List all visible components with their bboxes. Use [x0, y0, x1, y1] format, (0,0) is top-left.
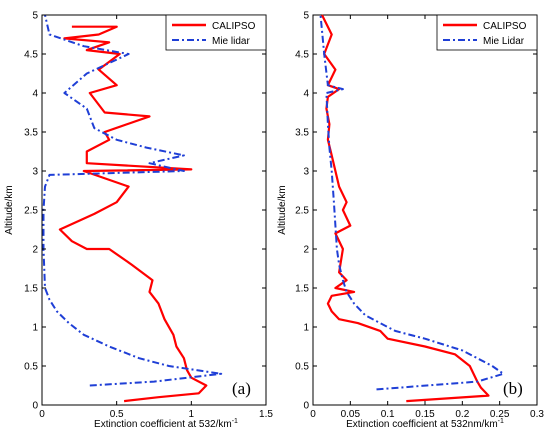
x-tick-label: 0.5	[110, 409, 124, 420]
series-line-mie-lidar	[42, 14, 223, 387]
y-tick-label: 3	[32, 167, 38, 178]
y-tick-label: 4	[303, 89, 309, 100]
y-tick-label: 3.5	[295, 128, 309, 139]
x-tick-label: 1	[189, 409, 195, 420]
legend-box	[436, 14, 538, 51]
x-tick-label: 0.15	[415, 409, 435, 420]
legend-label-mie-lidar: Mie lidar	[212, 36, 250, 47]
y-tick-label: 4	[32, 89, 38, 100]
y-axis-label: Altitude/km	[277, 185, 288, 234]
x-tick-label: 0.3	[530, 409, 544, 420]
y-tick-label: 3	[303, 167, 309, 178]
y-tick-label: 0.5	[295, 362, 309, 373]
y-tick-label: 4.5	[295, 50, 309, 61]
legend-label-calipso: CALIPSO	[212, 21, 256, 32]
chart-panel-a: 0 0.5 1 1.5 0 0.5 1 1.5 2 2.5 3 3.5 4 4.5 5 Altitude/k…	[4, 11, 273, 431]
y-tick-label: 5	[32, 11, 38, 22]
y-tick-label: 1	[32, 323, 38, 334]
y-axis-label: Altitude/km	[4, 185, 15, 234]
x-tick-label: 0.05	[341, 409, 361, 420]
legend-label-calipso: CALIPSO	[483, 21, 527, 32]
panel-label: (a)	[232, 379, 251, 398]
series-group	[319, 14, 505, 403]
x-tick-label: 0.1	[381, 409, 395, 420]
y-tick-label: 2.5	[295, 206, 309, 217]
y-tick-label: 3.5	[24, 128, 38, 139]
series-line-calipso	[321, 14, 490, 403]
y-tick-label: 2	[303, 245, 309, 256]
legend-box	[165, 14, 267, 51]
tick-group: 0 0.05 0.1 0.15 0.2 0.25 0.3 0 0.5 1 1.5 2 2.5 3 3.5 4 4…	[295, 11, 544, 421]
legend: CALIPSO Mie Lidar	[436, 14, 538, 51]
panel-label: (b)	[503, 379, 523, 398]
x-tick-label: 1.5	[259, 409, 273, 420]
x-tick-label: 0	[39, 409, 45, 420]
y-tick-label: 5	[303, 11, 309, 22]
y-tick-label: 1.5	[295, 284, 309, 295]
y-tick-label: 0.5	[24, 362, 38, 373]
y-tick-label: 4.5	[24, 50, 38, 61]
tick-group: 0 0.5 1 1.5 0 0.5 1 1.5 2 2.5 3 3.5 4 4.5 5	[24, 11, 273, 421]
series-line-mie-lidar	[319, 14, 505, 391]
series-group	[42, 14, 223, 403]
x-tick-label: 0.25	[490, 409, 510, 420]
legend: CALIPSO Mie lidar	[165, 14, 267, 51]
x-axis-label-text: Extinction coefficient at 532/km	[94, 419, 232, 430]
x-axis-label: Extinction coefficient at 532/km-1	[94, 418, 238, 430]
x-tick-label: 0	[310, 409, 316, 420]
y-tick-label: 2.5	[24, 206, 38, 217]
x-axis-label-exponent: -1	[232, 418, 238, 425]
y-tick-label: 0	[303, 401, 309, 412]
y-tick-label: 1	[303, 323, 309, 334]
legend-label-mie-lidar: Mie Lidar	[483, 36, 525, 47]
series-line-calipso	[58, 25, 208, 403]
x-axis-label-text: Extinction coefficient at 532nm/km	[346, 419, 498, 430]
plot-area	[41, 14, 267, 406]
x-axis-label-exponent: -1	[498, 418, 504, 425]
x-axis-label: Extinction coefficient at 532nm/km-1	[346, 418, 504, 430]
y-tick-label: 2	[32, 245, 38, 256]
y-tick-label: 1.5	[24, 284, 38, 295]
chart-panel-b: 0 0.05 0.1 0.15 0.2 0.25 0.3 0 0.5 1 1.5 2 2.5 3 3.5 4 4…	[277, 11, 544, 431]
y-tick-label: 0	[32, 401, 38, 412]
x-tick-label: 0.2	[455, 409, 469, 420]
